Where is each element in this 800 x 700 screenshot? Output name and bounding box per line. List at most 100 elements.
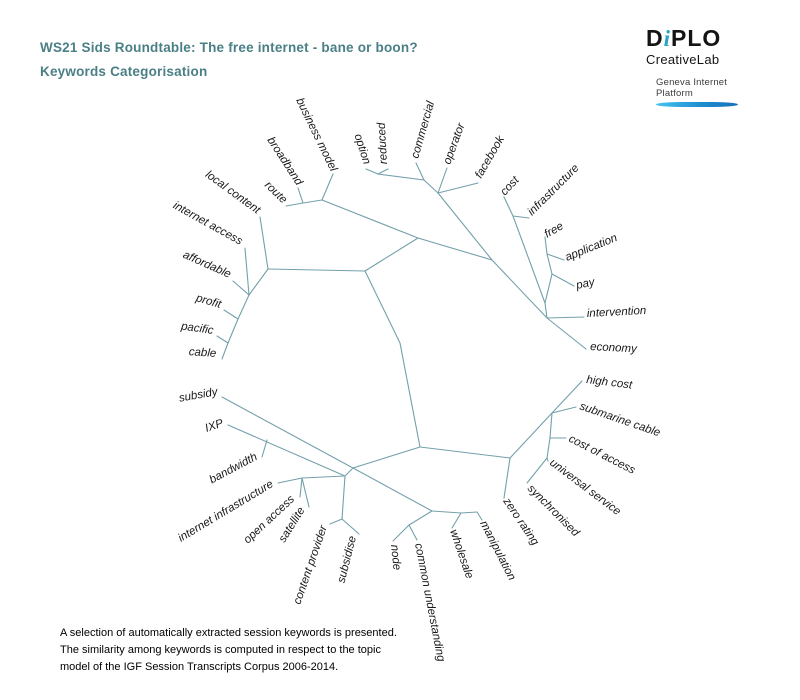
tree-branch xyxy=(551,380,583,414)
caption-line1: A selection of automatically extracted s… xyxy=(60,627,397,639)
keyword-label-commercial: commercial xyxy=(409,100,437,160)
tree-branch xyxy=(365,168,379,175)
keyword-label-IXP: IXP xyxy=(204,417,226,434)
caption-line3: model of the IGF Session Transcripts Cor… xyxy=(60,661,339,673)
tree-branch xyxy=(364,270,401,344)
tree-branch xyxy=(417,237,493,261)
tree-branch xyxy=(415,162,425,181)
figure-caption: A selection of automatically extracted s… xyxy=(60,625,397,676)
tree-branch xyxy=(321,199,419,239)
tree-branch xyxy=(364,237,419,272)
tree-branch xyxy=(237,294,250,320)
keyword-label-cable: cable xyxy=(188,346,216,360)
keyword-label-affordable: affordable xyxy=(181,249,233,281)
tree-branch xyxy=(352,467,433,512)
keyword-label-intervention: intervention xyxy=(587,305,647,320)
tree-branch xyxy=(301,477,310,508)
keyword-label-manipulation: manipulation xyxy=(477,519,517,583)
tree-branch xyxy=(232,280,250,296)
keyword-label-cost: cost xyxy=(498,174,522,198)
tree-branch xyxy=(267,268,366,272)
tree-branch xyxy=(437,182,479,194)
tree-branch xyxy=(451,512,462,529)
keyword-label-subsidise: subsidise xyxy=(336,535,359,584)
tree-branch xyxy=(221,342,229,360)
tree-branch xyxy=(549,412,553,439)
tree-branch xyxy=(503,196,514,217)
keyword-label-high-cost: high cost xyxy=(586,374,634,392)
keyword-label-content-provider: content provider xyxy=(292,523,331,606)
tree-branch xyxy=(546,437,551,459)
keyword-label-business-model: business model xyxy=(293,96,339,173)
tree-branch xyxy=(352,446,421,469)
tree-branch xyxy=(297,187,304,204)
keyword-label-subsidy: subsidy xyxy=(178,386,220,405)
page-title-line2: Keywords Categorisation xyxy=(40,64,208,79)
tree-branch xyxy=(423,179,439,194)
diplo-letter-i: i xyxy=(663,26,672,51)
page-title: WS21 Sids Roundtable: The free internet … xyxy=(40,36,418,84)
tree-branch xyxy=(503,457,511,499)
tree-branch xyxy=(244,247,250,296)
geneva-internet-platform-label: Geneva Internet Platform xyxy=(656,77,728,99)
keyword-label-economy: economy xyxy=(590,341,638,355)
keyword-label-option: option xyxy=(351,132,372,166)
tree-branch xyxy=(476,511,483,521)
keyword-label-wholesale: wholesale xyxy=(447,528,475,580)
diplo-logo: DiPLO CreativeLab Geneva Internet Platfo… xyxy=(646,26,764,107)
tree-branch xyxy=(544,273,553,304)
tree-branch xyxy=(551,273,575,287)
caption-line2: The similarity among keywords is compute… xyxy=(60,644,381,656)
diplo-wordmark: DiPLO xyxy=(646,26,764,51)
keyword-label-submarine-cable: submarine cable xyxy=(578,400,662,439)
tree-branch xyxy=(299,477,303,498)
tree-branch xyxy=(509,412,553,459)
geneva-internet-platform-logo: Geneva Internet Platform xyxy=(656,77,764,107)
tree-branch xyxy=(526,457,548,484)
tree-branch xyxy=(546,253,565,261)
keyword-label-free: free xyxy=(543,220,566,240)
keyword-label-pay: pay xyxy=(574,276,597,292)
keyword-label-route: route xyxy=(262,179,289,206)
keyword-label-local-content: local content xyxy=(203,169,263,217)
keyword-label-application: application xyxy=(564,232,619,264)
tree-branch xyxy=(221,396,354,469)
tree-branch xyxy=(259,216,269,270)
keyword-label-internet-access: internet access xyxy=(171,200,245,248)
keyword-label-node: node xyxy=(388,544,403,571)
tree-branch xyxy=(302,199,323,204)
keyword-label-profit: profit xyxy=(194,292,224,311)
keyword-label-zero-rating: zero rating xyxy=(500,495,541,548)
creativelab-label: CreativeLab xyxy=(646,52,720,67)
tree-branch xyxy=(437,167,448,194)
tree-branch xyxy=(399,342,421,448)
keyword-label-reduced: reduced xyxy=(376,122,390,165)
tree-branch xyxy=(248,268,269,296)
tree-branch xyxy=(341,518,360,535)
tree-branch xyxy=(460,511,478,514)
diplo-letters-plo: PLO xyxy=(671,25,722,51)
tree-branch xyxy=(216,335,229,344)
keyword-label-cost-of-access: cost of access xyxy=(567,433,638,477)
keyword-label-facebook: facebook xyxy=(473,133,507,181)
gip-swoosh-icon xyxy=(656,102,738,107)
tree-branch xyxy=(491,259,548,319)
page-title-line1: WS21 Sids Roundtable: The free internet … xyxy=(40,40,418,55)
tree-branch xyxy=(419,446,511,459)
tree-branch xyxy=(285,202,304,207)
tree-branch xyxy=(544,302,548,319)
tree-branch xyxy=(392,524,410,542)
keyword-label-common-understanding: common understanding xyxy=(412,542,447,663)
tree-branch xyxy=(551,406,577,414)
keyword-label-bandwidth: bandwidth xyxy=(207,451,259,486)
tree-branch xyxy=(329,518,343,525)
tree-branch xyxy=(408,524,418,541)
tree-branch xyxy=(546,316,585,319)
keyword-label-pacific: pacific xyxy=(179,320,214,337)
tree-branch xyxy=(227,424,346,477)
tree-branch xyxy=(261,439,268,458)
tree-branch xyxy=(546,253,553,275)
tree-branch xyxy=(437,192,493,261)
tree-branch xyxy=(546,317,587,350)
